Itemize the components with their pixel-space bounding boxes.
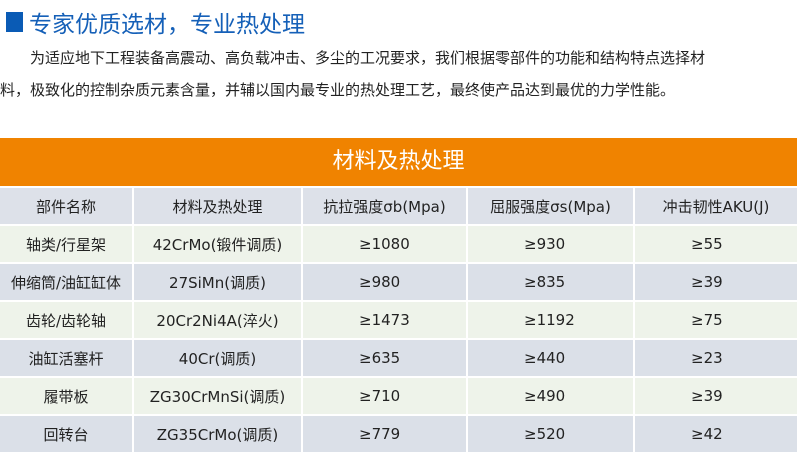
table-row: 回转台 ZG35CrMo(调质) ≥779 ≥520 ≥42 xyxy=(0,414,797,452)
table-header-row: 部件名称 材料及热处理 抗拉强度σb(Mpa) 屈服强度σs(Mpa) 冲击韧性… xyxy=(0,186,797,224)
table-row: 伸缩筒/油缸缸体 27SiMn(调质) ≥980 ≥835 ≥39 xyxy=(0,262,797,300)
column-header: 部件名称 xyxy=(0,188,134,224)
table-cell: ZG35CrMo(调质) xyxy=(134,416,303,452)
table-row: 履带板 ZG30CrMnSi(调质) ≥710 ≥490 ≥39 xyxy=(0,376,797,414)
table-cell: 27SiMn(调质) xyxy=(134,264,303,300)
table-row: 油缸活塞杆 40Cr(调质) ≥635 ≥440 ≥23 xyxy=(0,338,797,376)
table-row: 轴类/行星架 42CrMo(锻件调质) ≥1080 ≥930 ≥55 xyxy=(0,224,797,262)
table-cell: ≥39 xyxy=(691,387,723,405)
table-cell: ≥42 xyxy=(691,425,723,443)
table-cell: ≥635 xyxy=(303,340,468,376)
table-cell: ≥779 xyxy=(303,416,468,452)
table-cell: ZG30CrMnSi(调质) xyxy=(134,378,303,414)
paragraph-line: 为适应地下工程装备高震动、高负载冲击、多尘的工况要求，我们根据零部件的功能和结构… xyxy=(30,49,706,67)
column-header: 冲击韧性AKU(J) xyxy=(662,197,770,216)
table-cell: ≥710 xyxy=(303,378,468,414)
table-cell: ≥23 xyxy=(691,349,723,367)
table-cell: ≥490 xyxy=(468,378,635,414)
column-header: 抗拉强度σb(Mpa) xyxy=(303,188,468,224)
table-cell: 伸缩筒/油缸缸体 xyxy=(0,264,134,300)
table-cell: ≥55 xyxy=(691,235,723,253)
table-cell: ≥930 xyxy=(468,226,635,262)
column-header: 屈服强度σs(Mpa) xyxy=(468,188,635,224)
table-cell: ≥980 xyxy=(303,264,468,300)
table-cell: 齿轮/齿轮轴 xyxy=(0,302,134,338)
table-cell: ≥835 xyxy=(468,264,635,300)
table-title: 材料及热处理 xyxy=(0,138,797,186)
table-cell: ≥1080 xyxy=(303,226,468,262)
table-cell: ≥75 xyxy=(691,311,723,329)
table-row: 齿轮/齿轮轴 20Cr2Ni4A(淬火) ≥1473 ≥1192 ≥75 xyxy=(0,300,797,338)
square-bullet-icon xyxy=(6,12,23,32)
table-cell: ≥520 xyxy=(468,416,635,452)
table-cell: ≥1192 xyxy=(468,302,635,338)
column-header: 材料及热处理 xyxy=(134,188,303,224)
section-title: 专家优质选材，专业热处理 xyxy=(6,8,305,38)
table-cell: ≥39 xyxy=(691,273,723,291)
table-cell: 42CrMo(锻件调质) xyxy=(134,226,303,262)
table-cell: 20Cr2Ni4A(淬火) xyxy=(134,302,303,338)
table-cell: 40Cr(调质) xyxy=(134,340,303,376)
materials-table: 材料及热处理 部件名称 材料及热处理 抗拉强度σb(Mpa) 屈服强度σs(Mp… xyxy=(0,138,797,452)
table-cell: 履带板 xyxy=(0,378,134,414)
table-cell: 回转台 xyxy=(0,416,134,452)
table-cell: ≥440 xyxy=(468,340,635,376)
table-cell: 油缸活塞杆 xyxy=(0,340,134,376)
section-heading: 专家优质选材，专业热处理 xyxy=(29,12,305,38)
table-cell: ≥1473 xyxy=(303,302,468,338)
paragraph-line: 料，极致化的控制杂质元素含量，并辅以国内最专业的热处理工艺，最终使产品达到最优的… xyxy=(0,81,676,99)
table-cell: 轴类/行星架 xyxy=(0,226,134,262)
intro-paragraph: 为适应地下工程装备高震动、高负载冲击、多尘的工况要求，我们根据零部件的功能和结构… xyxy=(0,42,800,106)
